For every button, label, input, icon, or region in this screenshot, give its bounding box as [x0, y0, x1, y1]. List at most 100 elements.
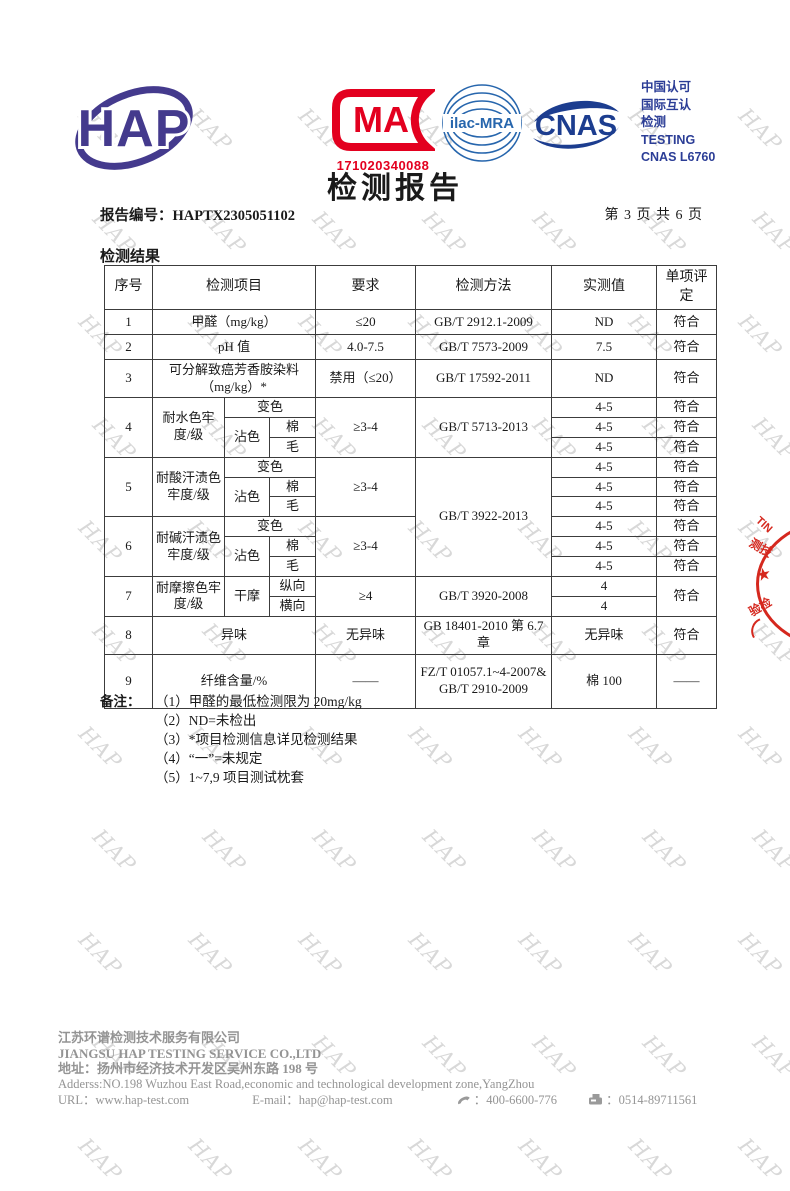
cell-measured: 7.5	[551, 334, 658, 360]
watermark-text: HAP	[73, 1133, 127, 1187]
cell-verdict: 符合	[656, 536, 718, 558]
note-line: （2）ND=未检出	[155, 713, 257, 728]
watermark-text: HAP	[747, 206, 790, 260]
cell-verdict: 符合	[656, 416, 718, 438]
cell-sub-item: 沾色	[224, 476, 270, 518]
cell-method: GB/T 7573-2009	[415, 334, 553, 360]
footer-contact-row: URL：www.hap-test.com E-mail：hap@hap-test…	[58, 1093, 698, 1107]
footer-address-cn: 地址：扬州市经济技术开发区吴州东路 198 号	[58, 1061, 319, 1076]
cell-measured: 4-5	[551, 516, 658, 538]
watermark-text: HAP	[403, 927, 457, 981]
footer-company-en: JIANGSU HAP TESTING SERVICE CO.,LTD	[58, 1045, 322, 1061]
cell-item: 异味	[151, 615, 317, 655]
accreditation-line: TESTING	[641, 132, 696, 147]
accreditation-line: 中国认可	[641, 80, 692, 94]
cell-method: GB/T 5713-2013	[415, 397, 553, 458]
watermark-text: HAP	[747, 824, 790, 878]
footer-url-label: URL：	[58, 1093, 96, 1107]
cell-sub-item: 棉	[268, 476, 317, 498]
table-row: 4 耐水色牢度/级 变色 ≥3-4 GB/T 5713-2013 4-5 符合	[104, 397, 718, 458]
cell-verdict: 符合	[656, 615, 718, 655]
footer-url: www.hap-test.com	[95, 1093, 190, 1107]
hap-logo: HAP	[70, 80, 198, 187]
red-seal-stamp: TIN 测技 ★ 验检	[746, 505, 790, 655]
cell-verdict: 符合	[656, 496, 718, 518]
cnas-logo: CNAS	[530, 94, 622, 161]
cell-sub-item: 棉	[268, 536, 317, 558]
cell-sub-item: 横向	[268, 595, 317, 617]
accreditation-text-block: 中国认可 国际互认 检测 TESTING CNAS L6760	[641, 79, 715, 167]
cell-measured: 4-5	[551, 397, 658, 418]
cell-index: 4	[104, 397, 153, 458]
report-number-value: HAPTX2305051102	[172, 208, 295, 224]
cell-requirement: 无异味	[315, 615, 417, 655]
cell-sub-item: 棉	[268, 416, 317, 438]
cell-sub-item: 毛	[268, 496, 317, 518]
cell-requirement: ≥3-4	[315, 456, 417, 518]
watermark-text: HAP	[733, 927, 787, 981]
cell-index: 3	[104, 359, 153, 398]
watermark-text: HAP	[293, 927, 347, 981]
cma-logo: MA 171020340088	[331, 88, 438, 173]
note-line: （5）1~7,9 项目测试枕套	[155, 770, 305, 785]
cell-sub-item: 沾色	[224, 416, 270, 458]
cell-measured: 4-5	[551, 496, 658, 518]
table-row: 8 异味 无异味 GB 18401-2010 第 6.7 章 无异味 符合	[104, 615, 718, 655]
cell-method: GB/T 17592-2011	[415, 359, 553, 398]
col-header-item: 检测项目	[151, 265, 317, 310]
cell-item: 耐摩擦色牢度/级	[152, 576, 225, 617]
watermark-text: HAP	[183, 927, 237, 981]
accreditation-line: 检测	[641, 115, 667, 129]
table-header-row: 序号 检测项目 要求 检测方法 实测值 单项评定	[104, 265, 718, 310]
watermark-text: HAP	[527, 824, 581, 878]
cell-verdict: 符合	[656, 334, 718, 360]
cell-verdict: 符合	[656, 476, 718, 498]
footer-company-cn: 江苏环谱检测技术服务有限公司	[58, 1030, 241, 1045]
cell-index: 8	[104, 615, 153, 655]
watermark-text: HAP	[403, 1133, 457, 1187]
cell-requirement: ≥4	[315, 576, 417, 617]
cell-method: GB/T 3920-2008	[415, 576, 553, 617]
report-meta-row: 报告编号：HAPTX2305051102 第 3 页 共 6 页	[100, 204, 715, 225]
cell-item: 耐酸汗渍色牢度/级	[152, 456, 225, 518]
watermark-text: HAP	[403, 721, 457, 775]
cell-index: 7	[104, 576, 153, 617]
watermark-text: HAP	[513, 927, 567, 981]
phone-icon	[457, 1096, 470, 1105]
cma-letters: MA	[353, 99, 409, 140]
cell-item: 可分解致癌芳香胺染料（mg/kg）*	[151, 359, 317, 398]
watermark-text: HAP	[197, 824, 251, 878]
cell-item: pH 值	[151, 334, 317, 360]
col-header-measured: 实测值	[551, 265, 658, 310]
accreditation-line: 国际互认	[641, 97, 692, 112]
col-header-requirement: 要求	[315, 265, 417, 310]
col-header-index: 序号	[104, 265, 153, 310]
ilac-mra-logo: ilac-MRA	[440, 83, 524, 168]
watermark-text: HAP	[747, 1030, 790, 1084]
watermark-text: HAP	[307, 824, 361, 878]
watermark-text: HAP	[183, 1133, 237, 1187]
table-row: 3 可分解致癌芳香胺染料（mg/kg）* 禁用（≤20） GB/T 17592-…	[104, 359, 718, 398]
watermark-text: HAP	[747, 412, 790, 466]
table-row: 毛 4-5 符合	[105, 436, 718, 458]
watermark-text: HAP	[73, 927, 127, 981]
cell-verdict: 符合	[656, 436, 718, 458]
watermark-text: HAP	[637, 824, 691, 878]
notes-label: 备注：	[100, 694, 141, 709]
table-row: 沾色 棉 4-5 符合	[105, 476, 718, 518]
accreditation-line: CNAS L6760	[641, 150, 716, 164]
cell-measured: 4-5	[551, 476, 658, 498]
watermark-text: HAP	[417, 824, 471, 878]
cell-measured: 4-5	[551, 556, 658, 578]
cell-requirement: ≤20	[315, 309, 417, 335]
cell-requirement: ≥3-4	[315, 516, 417, 578]
results-table: 序号 检测项目 要求 检测方法 实测值 单项评定 1 甲醛（mg/kg） ≤20…	[104, 265, 718, 709]
cell-index: 5	[104, 456, 153, 518]
table-row: 1 甲醛（mg/kg） ≤20 GB/T 2912.1-2009 ND 符合	[104, 309, 718, 335]
watermark-text: HAP	[733, 1133, 787, 1187]
cell-sub-item: 变色	[223, 456, 317, 478]
cell-measured: ND	[551, 309, 658, 335]
notes-section: 备注： （1）甲醛的最低检测限为 20mg/kg （2）ND=未检出 （3）*项…	[100, 692, 362, 787]
table-row: 2 pH 值 4.0-7.5 GB/T 7573-2009 7.5 符合	[104, 334, 718, 360]
document-title: 检测报告	[327, 172, 463, 205]
